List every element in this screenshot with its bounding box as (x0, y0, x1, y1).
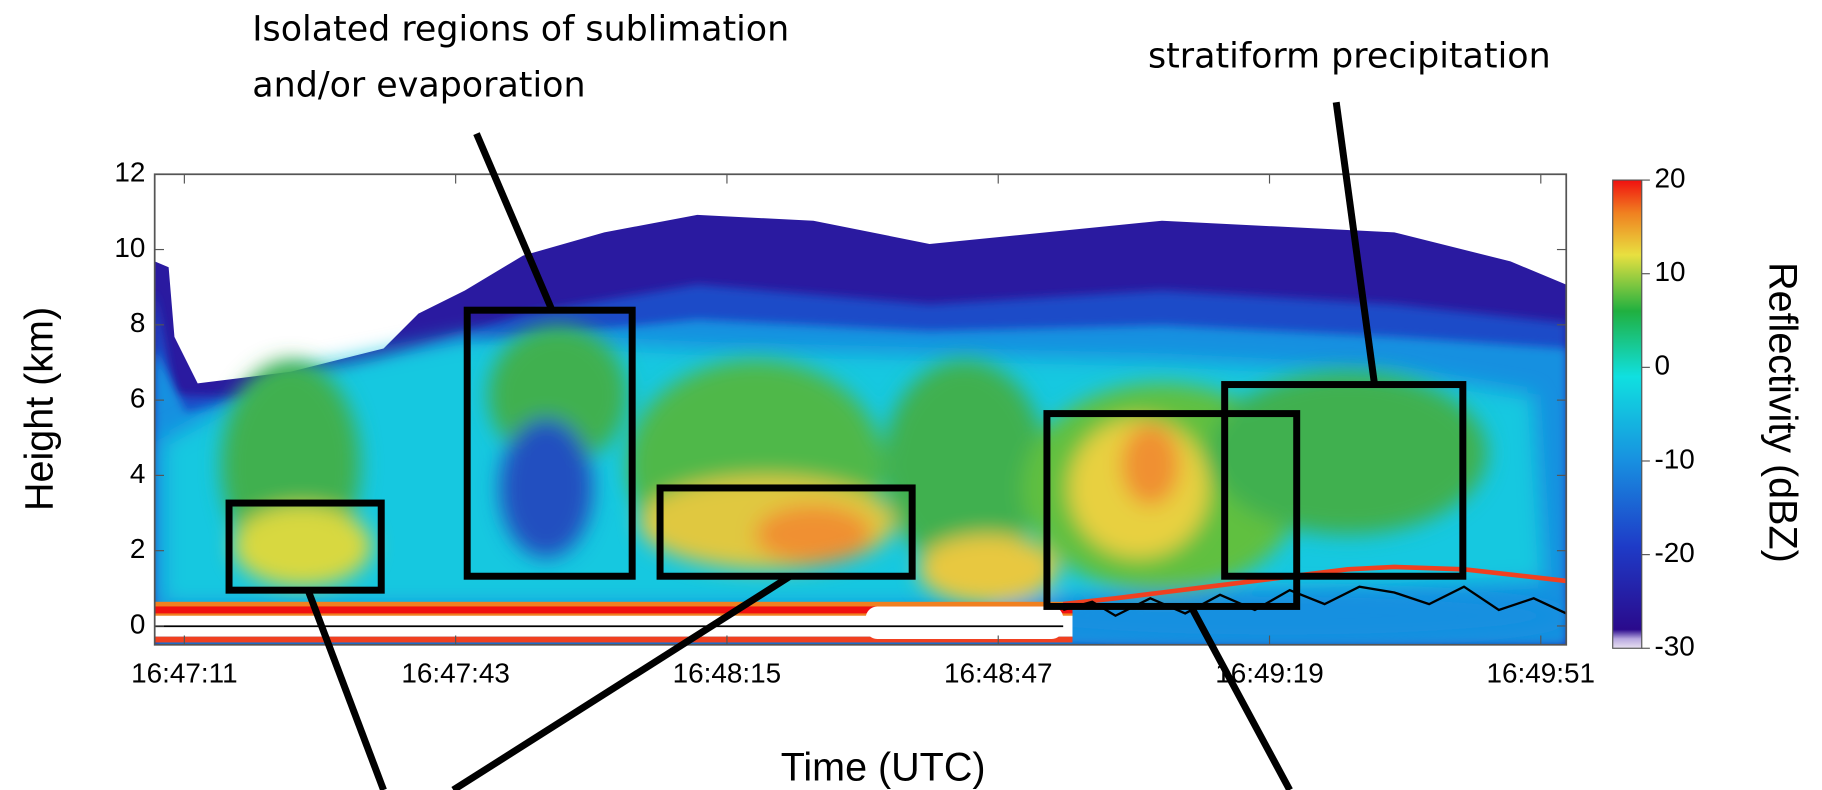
x-axis-label: Time (UTC) (781, 746, 986, 790)
annotation-lines (304, 101, 1378, 790)
x-tick-label: 16:48:15 (673, 657, 782, 688)
annotation-boxes (225, 306, 1467, 610)
colorbar-tick-label: 20 (1655, 162, 1686, 193)
x-tick-label: 16:47:43 (401, 657, 510, 688)
x-tick-label: 16:49:51 (1487, 657, 1596, 688)
colorbar (1612, 179, 1643, 649)
y-tick-label: 2 (130, 533, 146, 564)
y-tick-label: 12 (114, 157, 145, 188)
colorbar-label: Reflectivity (dBZ) (1761, 262, 1805, 563)
annotation: Isolated regions of sublimation (252, 10, 789, 50)
reflectivity-field (154, 174, 1567, 645)
y-tick-label: 4 (130, 458, 146, 489)
y-tick-label: 8 (130, 307, 146, 338)
x-tick-label: 16:47:11 (131, 657, 237, 688)
y-tick-label: 0 (130, 608, 146, 639)
annotation: stratiform precipitation (1148, 36, 1551, 76)
colorbar-tick-label: 10 (1655, 256, 1686, 287)
colorbar-tick-label: -30 (1655, 631, 1695, 662)
plot-frame (153, 173, 1568, 646)
colorbar-tick-label: -20 (1655, 537, 1695, 568)
y-axis-label: Height (km) (17, 307, 61, 511)
annotation: and/or evaporation (252, 65, 585, 105)
colorbar-tick-label: -10 (1655, 443, 1695, 474)
y-tick-label: 10 (114, 232, 145, 263)
axes: 16:47:11 16:47:43 16:48:15 16:48:47 16:49:19… (114, 157, 1694, 689)
y-tick-label: 6 (130, 382, 146, 413)
colorbar-tick-label: 0 (1655, 350, 1671, 381)
x-tick-label: 16:48:47 (944, 657, 1053, 688)
